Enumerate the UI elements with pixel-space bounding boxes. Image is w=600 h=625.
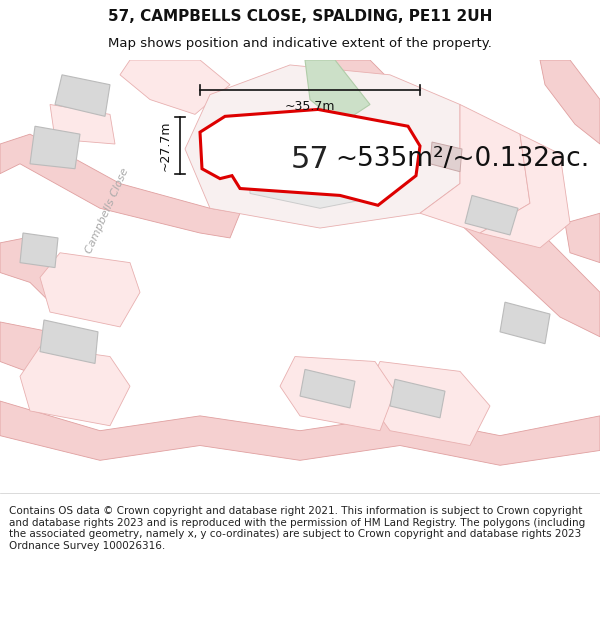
Text: ~35.7m: ~35.7m <box>285 99 335 112</box>
Text: ~535m²/~0.132ac.: ~535m²/~0.132ac. <box>335 146 589 172</box>
Polygon shape <box>0 134 240 238</box>
Polygon shape <box>480 134 570 248</box>
Polygon shape <box>465 196 518 235</box>
Polygon shape <box>300 369 355 408</box>
Polygon shape <box>430 142 462 172</box>
Polygon shape <box>0 401 600 465</box>
Polygon shape <box>540 60 600 144</box>
Polygon shape <box>305 60 370 124</box>
Polygon shape <box>390 379 445 418</box>
Text: Campbells Close: Campbells Close <box>83 167 130 256</box>
Polygon shape <box>55 75 110 116</box>
Polygon shape <box>185 65 460 228</box>
Polygon shape <box>248 134 375 208</box>
Polygon shape <box>120 60 230 114</box>
Polygon shape <box>40 320 98 364</box>
Polygon shape <box>300 60 600 337</box>
Polygon shape <box>200 109 420 205</box>
Polygon shape <box>420 104 530 233</box>
Polygon shape <box>500 302 550 344</box>
Text: ~27.7m: ~27.7m <box>159 120 172 171</box>
Text: Contains OS data © Crown copyright and database right 2021. This information is : Contains OS data © Crown copyright and d… <box>9 506 585 551</box>
Text: Map shows position and indicative extent of the property.: Map shows position and indicative extent… <box>108 38 492 50</box>
Polygon shape <box>0 238 70 307</box>
Polygon shape <box>565 213 600 262</box>
Polygon shape <box>280 356 395 431</box>
Text: 57: 57 <box>290 146 329 174</box>
Polygon shape <box>0 322 90 376</box>
Polygon shape <box>20 233 58 268</box>
Polygon shape <box>40 253 140 327</box>
Text: 57, CAMPBELLS CLOSE, SPALDING, PE11 2UH: 57, CAMPBELLS CLOSE, SPALDING, PE11 2UH <box>108 9 492 24</box>
Polygon shape <box>50 104 115 144</box>
Polygon shape <box>30 126 80 169</box>
Polygon shape <box>365 361 490 446</box>
Polygon shape <box>20 347 130 426</box>
